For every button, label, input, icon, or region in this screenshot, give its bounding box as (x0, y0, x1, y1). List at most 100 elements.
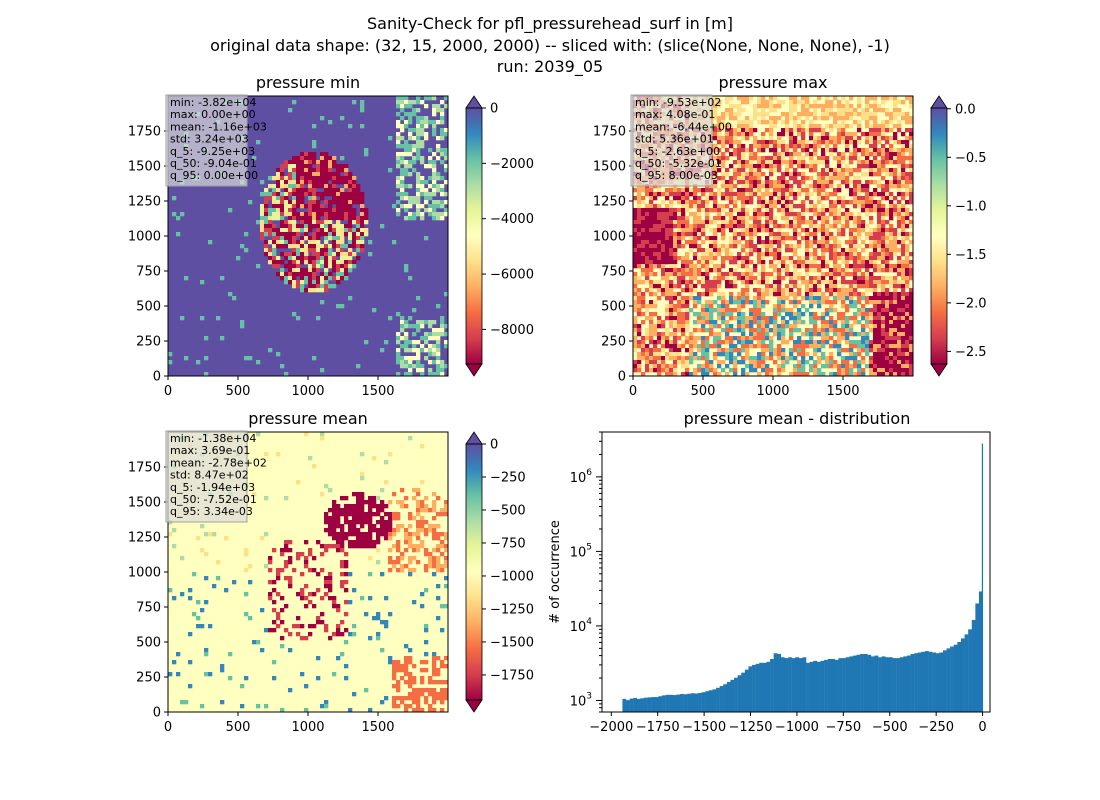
heatmap-cell (757, 336, 762, 341)
heatmap-cell (721, 340, 726, 345)
heatmap-cell (865, 208, 870, 213)
heatmap-cell (845, 144, 850, 149)
heatmap-cell (797, 284, 802, 289)
heatmap-cell (817, 184, 822, 189)
heatmap-cell (905, 372, 910, 376)
heatmap-cell (905, 148, 910, 153)
heatmap-cell (737, 188, 742, 193)
heatmap-cell (813, 316, 818, 321)
heatmap-cell (869, 200, 874, 205)
heatmap-cell (881, 236, 886, 241)
heatmap-cell (669, 188, 674, 193)
heatmap-cell (320, 196, 325, 201)
heatmap-cell (665, 224, 670, 229)
heatmap-cell (893, 336, 898, 341)
heatmap-cell (853, 196, 858, 201)
heatmap-cell (909, 232, 913, 237)
heatmap-cell (797, 100, 802, 105)
heatmap-cell (805, 248, 810, 253)
heatmap-cell (388, 316, 393, 321)
heatmap-cell (761, 156, 766, 161)
heatmap-cell (196, 616, 201, 621)
heatmap-cell (909, 364, 913, 369)
heatmap-cell (653, 312, 658, 317)
heatmap-cell (296, 268, 301, 273)
heatmap-cell (440, 148, 445, 153)
heatmap-cell (765, 272, 770, 277)
x-tick-label: 1500 (826, 384, 859, 399)
heatmap-cell (300, 184, 305, 189)
heatmap-cell (741, 96, 746, 101)
y-tick-label: 1500 (128, 160, 161, 175)
heatmap-cell (905, 172, 910, 177)
heatmap-cell (440, 360, 445, 365)
heatmap-cell (641, 336, 646, 341)
heatmap-cell (665, 272, 670, 277)
heatmap-cell (308, 264, 313, 269)
heatmap-cell (833, 252, 838, 257)
heatmap-cell (773, 180, 778, 185)
heatmap-cell (761, 276, 766, 281)
heatmap-cell (649, 340, 654, 345)
heatmap-cell (741, 236, 746, 241)
heatmap-cell (817, 276, 822, 281)
heatmap-cell (316, 172, 321, 177)
heatmap-cell (805, 244, 810, 249)
heatmap-cell (877, 204, 882, 209)
heatmap-cell (821, 352, 826, 357)
heatmap-cell (785, 132, 790, 137)
heatmap-cell (833, 224, 838, 229)
heatmap-cell (348, 184, 353, 189)
heatmap-cell (825, 308, 830, 313)
heatmap-cell (881, 320, 886, 325)
heatmap-cell (649, 268, 654, 273)
heatmap-cell (741, 188, 746, 193)
heatmap-cell (873, 368, 878, 373)
heatmap-cell (909, 372, 913, 376)
heatmap-cell (637, 196, 642, 201)
heatmap-cell (865, 116, 870, 121)
heatmap-cell (280, 216, 285, 221)
heatmap-cell (889, 180, 894, 185)
heatmap-cell (328, 220, 333, 225)
heatmap-cell (332, 276, 337, 281)
heatmap-cell (717, 340, 722, 345)
heatmap-cell (861, 148, 866, 153)
heatmap-cell (721, 360, 726, 365)
heatmap-cell (873, 160, 878, 165)
heatmap-cell (404, 348, 409, 353)
heatmap-cell (649, 256, 654, 261)
heatmap-cell (761, 104, 766, 109)
heatmap-cell (320, 116, 325, 121)
heatmap-cell (773, 168, 778, 173)
heatmap-cell (713, 112, 718, 117)
heatmap-cell (793, 368, 798, 373)
heatmap-cell (813, 300, 818, 305)
heatmap-cell (785, 244, 790, 249)
heatmap-cell (737, 292, 742, 297)
heatmap-cell (869, 104, 874, 109)
heatmap-cell (793, 320, 798, 325)
heatmap-cell (805, 184, 810, 189)
heatmap-cell (328, 168, 333, 173)
heatmap-cell (693, 256, 698, 261)
heatmap-cell (801, 124, 806, 129)
heatmap-cell (741, 204, 746, 209)
heatmap-cell (801, 368, 806, 373)
heatmap-cell (709, 304, 714, 309)
heatmap-cell (905, 224, 910, 229)
heatmap-cell (637, 332, 642, 337)
heatmap-cell (396, 360, 401, 365)
heatmap-cell (753, 228, 758, 233)
heatmap-cell (785, 324, 790, 329)
heatmap-cell (829, 104, 834, 109)
heatmap-cell (713, 252, 718, 257)
heatmap-cell (909, 240, 913, 245)
heatmap-cell (428, 324, 433, 329)
heatmap-cell (777, 296, 782, 301)
heatmap-cell (404, 196, 409, 201)
heatmap-cell (865, 96, 870, 101)
heatmap-cell (300, 268, 305, 273)
heatmap-cell (781, 360, 786, 365)
heatmap-cell (308, 276, 313, 281)
